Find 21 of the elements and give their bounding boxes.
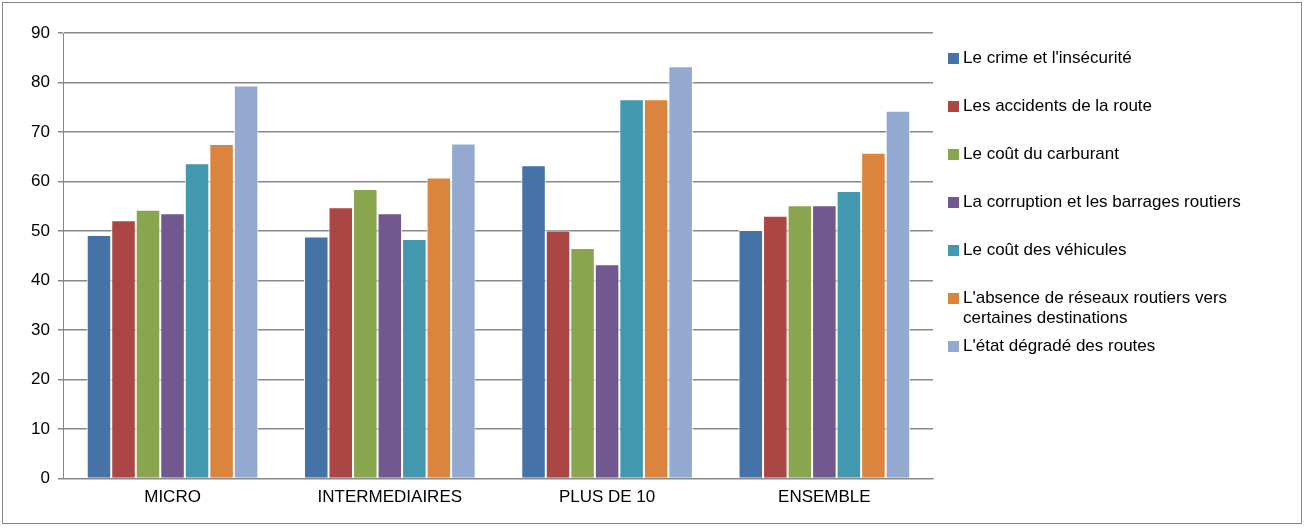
y-tick-label: 10 (30, 418, 50, 438)
legend-label: La corruption et les barrages routiers (963, 192, 1241, 212)
x-tick-label: MICRO (144, 487, 201, 507)
legend-label: L'état dégradé des routes (963, 336, 1156, 356)
legend-label: L'absence de réseaux routiers vers certaines destinations (963, 288, 1229, 328)
legend-label: Le coût du carburant (963, 144, 1119, 164)
y-tick-label: 50 (30, 220, 50, 240)
y-tick-label: 80 (30, 72, 50, 92)
x-tick-label: PLUS DE 10 (558, 487, 656, 507)
y-tick-label: 90 (30, 22, 50, 42)
legend-label: Le crime et l'insécurité (963, 48, 1132, 68)
y-tick-label: 30 (30, 319, 50, 339)
y-tick-label: 70 (30, 121, 50, 141)
x-tick-label: INTERMEDIAIRES (317, 487, 463, 507)
y-tick-label: 40 (30, 270, 50, 290)
x-tick-label: ENSEMBLE (778, 487, 871, 507)
legend-label: Le coût des véhicules (963, 240, 1127, 260)
y-tick-label: 20 (30, 369, 50, 389)
legend-label: Les accidents de la route (963, 96, 1153, 116)
y-tick-label: 60 (30, 171, 50, 191)
y-tick-label: 0 (40, 468, 50, 488)
